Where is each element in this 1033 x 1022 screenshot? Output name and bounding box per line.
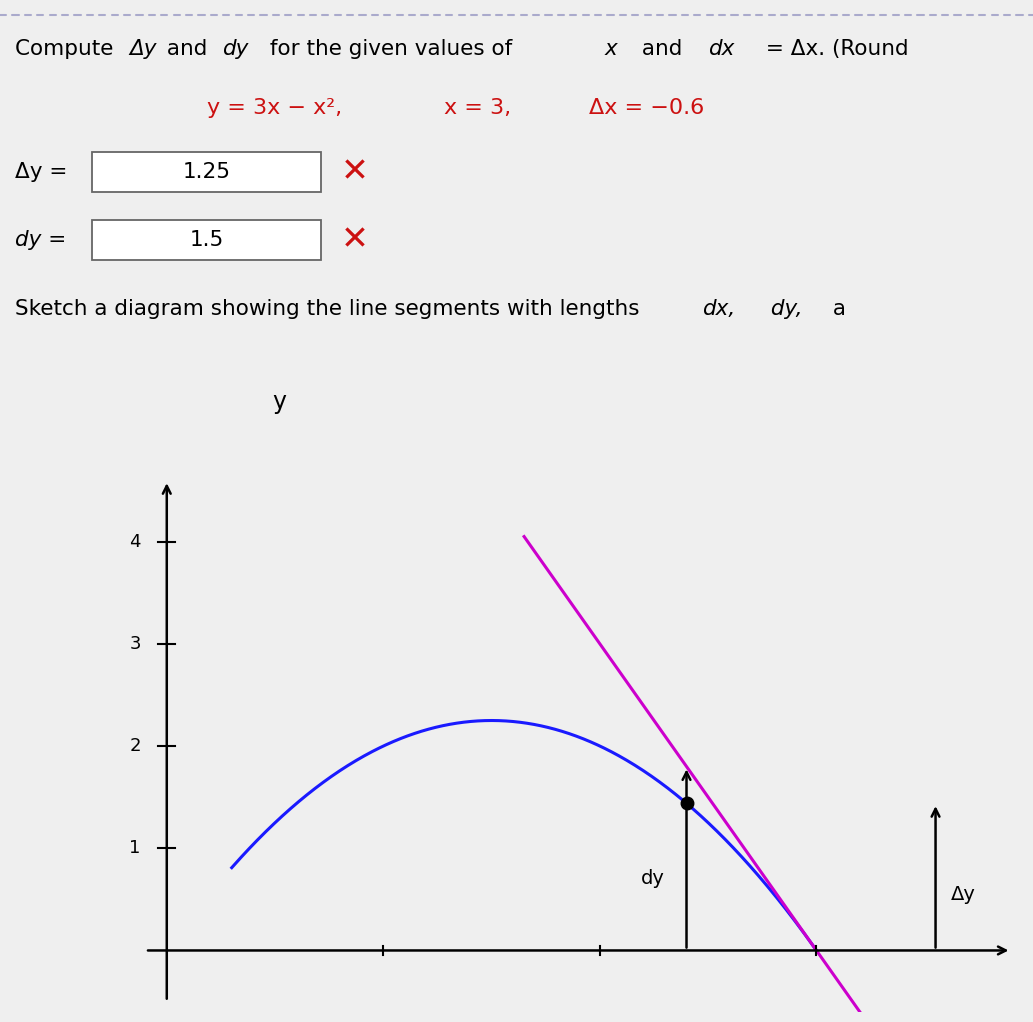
FancyBboxPatch shape <box>92 221 321 261</box>
Text: ✕: ✕ <box>341 224 369 257</box>
Text: 1: 1 <box>129 839 140 857</box>
Text: 2: 2 <box>129 737 140 755</box>
Text: dy: dy <box>641 870 665 888</box>
Text: 3: 3 <box>129 635 140 653</box>
Text: 4: 4 <box>129 532 140 551</box>
Text: Compute: Compute <box>15 39 121 59</box>
Text: and: and <box>160 39 215 59</box>
Text: dy: dy <box>222 39 249 59</box>
Text: Δy: Δy <box>950 885 975 903</box>
Text: dy,: dy, <box>764 299 803 319</box>
Text: x = 3,: x = 3, <box>444 98 511 118</box>
Text: dy =: dy = <box>15 230 73 250</box>
Text: dx,: dx, <box>702 299 735 319</box>
Text: a: a <box>826 299 846 319</box>
Text: Δx = −0.6: Δx = −0.6 <box>589 98 705 118</box>
FancyBboxPatch shape <box>92 151 321 192</box>
Text: Δy: Δy <box>129 39 157 59</box>
Text: x: x <box>604 39 617 59</box>
Text: 1.5: 1.5 <box>189 230 224 250</box>
Text: y: y <box>272 390 286 414</box>
Text: ✕: ✕ <box>341 155 369 188</box>
Text: 1.25: 1.25 <box>183 161 230 182</box>
Text: for the given values of: for the given values of <box>263 39 520 59</box>
Text: Sketch a diagram showing the line segments with lengths: Sketch a diagram showing the line segmen… <box>15 299 654 319</box>
Text: = Δx. (Round: = Δx. (Round <box>759 39 909 59</box>
Text: Δy =: Δy = <box>15 161 74 182</box>
Text: dx: dx <box>708 39 734 59</box>
Text: y = 3x − x²,: y = 3x − x², <box>207 98 342 118</box>
Text: and: and <box>635 39 690 59</box>
